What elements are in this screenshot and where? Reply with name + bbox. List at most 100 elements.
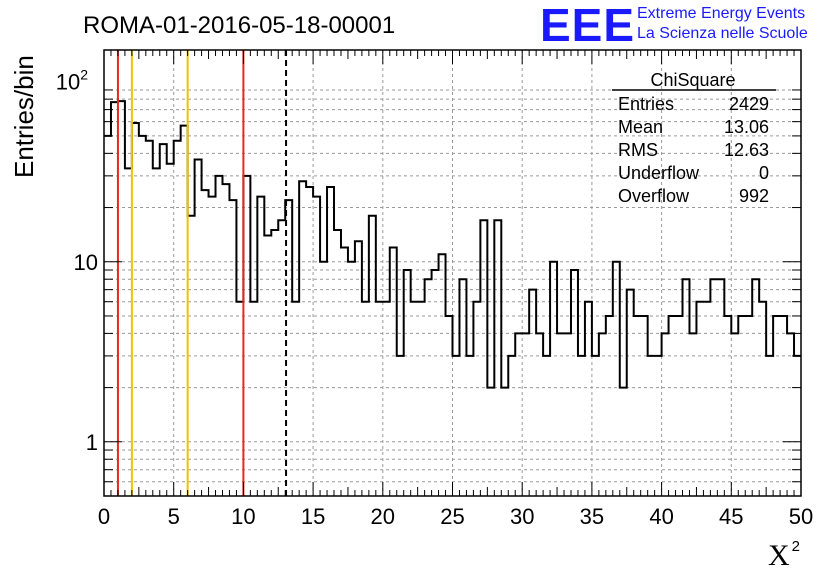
histogram-bin [292, 302, 299, 496]
x-axis-label-base: X [768, 539, 790, 572]
histogram-bin [118, 101, 125, 496]
x-axis-label-superscript: 2 [792, 538, 800, 555]
histogram-bin [557, 333, 564, 496]
histogram-bin [724, 316, 731, 496]
stats-box-rows: Entries 2429 Mean 13.06 RMS 12.63 Underflow 0 Ov… [618, 94, 769, 206]
x-tick-label: 15 [301, 504, 325, 529]
histogram-bin [418, 302, 425, 496]
reference-lines [116, 50, 288, 496]
histogram-bin [571, 270, 578, 496]
stats-row-label: Overflow [618, 186, 690, 206]
histogram-bin [111, 102, 118, 496]
histogram-bin [404, 270, 411, 496]
x-tick-label: 25 [440, 504, 464, 529]
histogram-bin [243, 176, 250, 496]
stats-row-value: 992 [739, 186, 769, 206]
y-tick-label: 102 [56, 67, 88, 95]
logo-tagline-1: Extreme Energy Events [637, 5, 806, 22]
stats-row-label: Underflow [618, 163, 700, 183]
histogram-bin [160, 144, 167, 496]
histogram-bin [320, 262, 327, 496]
x-tick-label: 30 [510, 504, 534, 529]
x-tick-label: 40 [649, 504, 673, 529]
x-tick-label: 10 [231, 504, 255, 529]
histogram-bin [222, 184, 229, 496]
x-tick-label: 5 [168, 504, 180, 529]
histogram-bin [738, 316, 745, 496]
x-tick-label: 45 [719, 504, 743, 529]
histogram-bin [606, 316, 613, 496]
stats-row-label: Mean [618, 117, 663, 137]
histogram-bin [655, 356, 662, 496]
eee-logo: EEE [540, 0, 636, 51]
histogram-bin [634, 316, 641, 496]
histogram-bin [759, 302, 766, 496]
stats-row-value: 2429 [729, 94, 769, 114]
histogram-bin [613, 262, 620, 496]
histogram-bin [773, 316, 780, 496]
histogram-bin [787, 333, 794, 496]
histogram-bin [125, 168, 132, 496]
histogram-bin [132, 123, 139, 496]
stats-row-label: Entries [618, 94, 674, 114]
histogram-bin [564, 333, 571, 496]
y-tick-label: 1 [86, 430, 98, 455]
histogram-bin [627, 290, 634, 496]
x-tick-label: 20 [371, 504, 395, 529]
histogram-bin [703, 302, 710, 496]
y-tick-label: 10 [74, 250, 98, 275]
histogram-bin [578, 356, 585, 496]
histogram-bin [473, 302, 480, 496]
histogram-bin [174, 141, 181, 496]
histogram-bin [299, 181, 306, 496]
histogram-bin [181, 126, 188, 496]
histogram-bin [696, 302, 703, 496]
stats-box-title: ChiSquare [650, 70, 735, 90]
histogram-bin [794, 356, 801, 496]
histogram-bin [669, 316, 676, 496]
histogram-bin [313, 197, 320, 496]
histogram-bin [550, 262, 557, 496]
histogram-bin [745, 316, 752, 496]
histogram-bin [146, 141, 153, 496]
stats-row-value: 0 [759, 163, 769, 183]
histogram-bin [585, 302, 592, 496]
histogram-bin [641, 316, 648, 496]
histogram-bin [362, 302, 369, 496]
histogram-outline [104, 100, 801, 389]
grid-lines [104, 50, 801, 496]
y-axis-label: Entries/bin [9, 55, 39, 178]
histogram-bin [466, 356, 473, 496]
logo-tagline-2: La Scienza nelle Scuole [637, 25, 808, 42]
histogram-bin [592, 356, 599, 496]
histogram-bin [648, 356, 655, 496]
histogram-bin [522, 333, 529, 496]
histogram-bin [257, 197, 264, 496]
histogram-bin [153, 168, 160, 496]
histogram-bin [341, 247, 348, 496]
histogram-bin [780, 316, 787, 496]
histogram-bin [543, 356, 550, 496]
histogram-bin [376, 302, 383, 496]
histogram-bin [662, 333, 669, 496]
stats-row-value: 13.06 [724, 117, 769, 137]
x-tick-label: 50 [789, 504, 813, 529]
histogram-bin [446, 316, 453, 496]
histogram-bin [766, 356, 773, 496]
histogram-bin [508, 356, 515, 496]
histogram-bin [397, 356, 404, 496]
histogram-bin [195, 159, 202, 496]
histogram-bin [731, 333, 738, 496]
stats-row-label: RMS [618, 140, 658, 160]
histogram-bin [529, 290, 536, 496]
histogram-series [104, 100, 801, 496]
histogram-bin [536, 333, 543, 496]
histogram-bin [216, 176, 223, 496]
histogram-bin [689, 333, 696, 496]
histogram-bin [264, 235, 271, 496]
histogram-bin [432, 270, 439, 496]
x-tick-label: 35 [580, 504, 604, 529]
histogram-bin [348, 262, 355, 496]
